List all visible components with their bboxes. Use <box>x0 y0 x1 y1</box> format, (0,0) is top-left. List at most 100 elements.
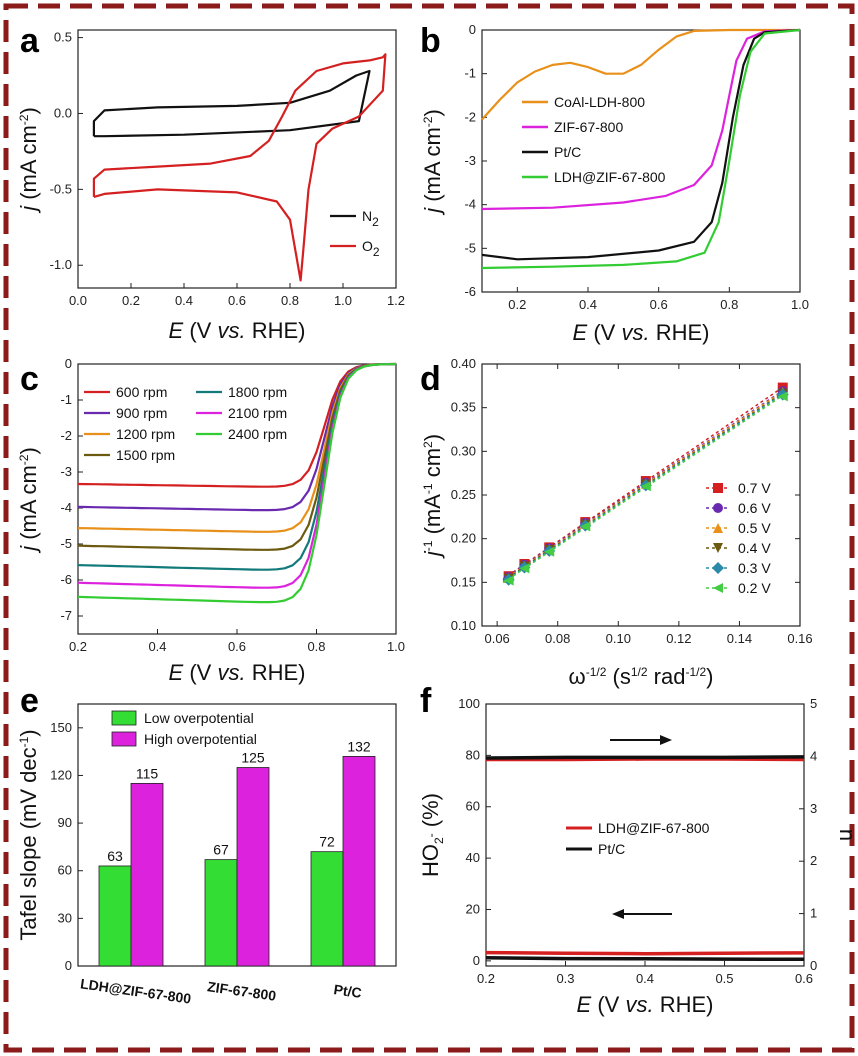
y-tick-label: 0.5 <box>54 30 72 45</box>
legend-marker <box>713 483 723 493</box>
x-tick-label: 0.6 <box>228 293 246 308</box>
legend-label-High overpotential: High overpotential <box>144 731 257 747</box>
x-tick-label: 0.0 <box>69 293 87 308</box>
legend-label-ZIF-67-800: ZIF-67-800 <box>554 119 623 135</box>
y-tick-label: 0 <box>473 953 480 968</box>
panel-c: c 0.2 0.4 0.6 0.8 1.0 0 -1 -2 -3 -4 -5 -6 -7 E (V vs.… <box>16 356 405 685</box>
x-tick-label: 0.4 <box>636 971 654 986</box>
legend-label-0.7 V: 0.7 V <box>738 480 771 496</box>
y-tick-label: -4 <box>464 197 476 212</box>
data-point <box>544 546 555 557</box>
data-point <box>640 481 651 492</box>
bar-value-label: 132 <box>347 738 371 754</box>
legend-label-2400 rpm: 2400 rpm <box>228 426 287 442</box>
y-axis-label: j (mA cm-2) <box>16 107 41 214</box>
x-tick-label: 0.4 <box>148 639 166 654</box>
x-tick-label: 0.4 <box>579 297 597 312</box>
bar-Low overpotential <box>310 851 344 967</box>
bar-value-label: 125 <box>241 750 265 766</box>
x-tick-label: 0.5 <box>715 971 733 986</box>
data-point <box>777 391 788 402</box>
cv-curve-O2 <box>92 53 387 282</box>
y-tick-label: 0.15 <box>451 574 476 589</box>
y2-tick-label: 2 <box>810 853 817 868</box>
x-tick-label: 0.10 <box>606 631 631 646</box>
y-tick-label: 90 <box>58 815 72 830</box>
panel-b: b 0.2 0.4 0.6 0.8 1.0 0 -1 -2 -3 -4 -5 -6 E (V vs. R… <box>420 22 809 345</box>
panel-f: f 0.2 0.3 0.4 0.5 0.6 100 80 60 40 20 0 5 4 3 2 1 0 LDH@Z… <box>418 682 858 1017</box>
bar-High overpotential <box>342 756 376 967</box>
lsv-curve-LDH@ZIF-67-800 <box>481 28 801 270</box>
y2-tick-label: 1 <box>810 906 817 921</box>
lsv-curve-Pt/C <box>481 28 801 261</box>
y2-tick-label: 5 <box>810 696 817 711</box>
y-tick-label: 0 <box>65 356 72 371</box>
legend-label-1500 rpm: 1500 rpm <box>116 447 175 463</box>
y-tick-label: 30 <box>58 910 72 925</box>
y-tick-label: -1.0 <box>50 257 72 272</box>
x-tick-label: 0.4 <box>175 293 193 308</box>
y-tick-label: -5 <box>60 536 72 551</box>
y-tick-label: 0.30 <box>451 443 476 458</box>
legend-label-LDH@ZIF-67-800: LDH@ZIF-67-800 <box>554 169 666 185</box>
x-tick-label: 0.12 <box>666 631 691 646</box>
x-tick-label: 0.8 <box>281 293 299 308</box>
panel-d: d 0.06 0.08 0.10 0.12 0.14 0.16 0.40 0.35 0.30 0.… <box>420 356 813 689</box>
y-tick-label: 0 <box>65 958 72 973</box>
y-axis-label: Tafel slope (mV dec-1) <box>16 729 41 940</box>
y-tick-label: 40 <box>466 850 480 865</box>
n-curve-Pt/C <box>485 755 805 760</box>
data-point <box>580 521 591 532</box>
bar-High overpotential <box>130 782 164 967</box>
x-tick-label: 0.6 <box>228 639 246 654</box>
panel-e: e 0 30 60 90 120 150 63 115 LDH@ZIF-67-800 67 125 Z… <box>16 682 397 1007</box>
lsv-curve-ZIF-67-800 <box>481 28 801 211</box>
arrow-left-head <box>612 909 624 919</box>
y-axis-label: j (mA cm-2) <box>420 109 445 216</box>
y-tick-label: -4 <box>60 500 72 515</box>
legend-label-LDH@ZIF-67-800: LDH@ZIF-67-800 <box>598 820 710 836</box>
bar-value-label: 63 <box>107 848 123 864</box>
y-tick-label: 60 <box>466 799 480 814</box>
legend-label-2100 rpm: 2100 rpm <box>228 405 287 421</box>
x-tick-label: 0.2 <box>508 297 526 312</box>
x-axis-label: E (V vs. RHE) <box>169 660 306 685</box>
y2-axis-label: n <box>835 829 858 841</box>
legend-label-Low overpotential: Low overpotential <box>144 710 254 726</box>
ho2-curve-Pt/C <box>485 956 805 962</box>
y2-tick-label: 0 <box>810 958 817 973</box>
category-label: ZIF-67-800 <box>206 978 277 1004</box>
y2-tick-label: 3 <box>810 801 817 816</box>
legend-swatch <box>111 710 137 726</box>
bar-value-label: 72 <box>319 834 335 850</box>
x-axis-label: E (V vs. RHE) <box>573 320 710 345</box>
x-tick-label: 0.8 <box>720 297 738 312</box>
x-tick-label: 0.8 <box>307 639 325 654</box>
x-tick-label: 0.08 <box>545 631 570 646</box>
y-tick-label: 0.25 <box>451 487 476 502</box>
x-axis-label: E (V vs. RHE) <box>169 318 306 343</box>
x-tick-label: 1.2 <box>387 293 405 308</box>
y-tick-label: 150 <box>50 720 72 735</box>
legend-marker <box>713 583 723 593</box>
x-tick-label: 1.0 <box>334 293 352 308</box>
legend-label-0.5 V: 0.5 V <box>738 520 771 536</box>
panel-label-f: f <box>420 682 432 720</box>
bar-Low overpotential <box>204 859 238 967</box>
legend-label-CoAl-LDH-800: CoAl-LDH-800 <box>554 94 645 110</box>
x-tick-label: 0.2 <box>477 971 495 986</box>
legend-label-1800 rpm: 1800 rpm <box>228 384 287 400</box>
x-tick-label: 1.0 <box>387 639 405 654</box>
x-tick-label: 0.3 <box>556 971 574 986</box>
lsv-curve-CoAl-LDH-800 <box>481 28 800 121</box>
x-axis-label: E (V vs. RHE) <box>577 992 714 1017</box>
y-tick-label: -6 <box>60 572 72 587</box>
x-tick-label: 0.06 <box>484 631 509 646</box>
legend-label-600 rpm: 600 rpm <box>116 384 167 400</box>
arrow-right-head <box>660 735 672 745</box>
y-tick-label: 0.10 <box>451 618 476 633</box>
y-tick-label: 0.35 <box>451 400 476 415</box>
x-axis-label: ω-1/2 (s1/2 rad-1/2) <box>569 664 714 689</box>
legend-marker <box>713 543 723 553</box>
